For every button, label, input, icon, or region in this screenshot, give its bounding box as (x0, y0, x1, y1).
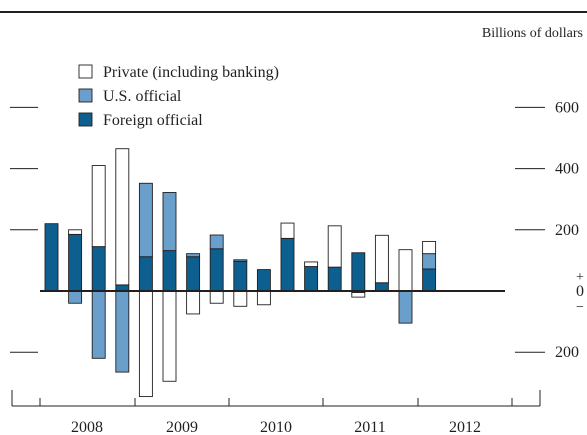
bar-private-including-banking (68, 229, 83, 235)
bar-private-including-banking (280, 222, 295, 239)
x-tick-label: 2009 (166, 419, 198, 435)
bar-foreign-official (327, 266, 342, 292)
bar-private-including-banking (374, 234, 389, 284)
bar-foreign-official (138, 256, 153, 292)
x-tick-label: 2010 (260, 419, 292, 435)
bar-private-including-banking (209, 290, 224, 304)
top-rule (0, 11, 587, 13)
bar-foreign-official (91, 246, 106, 292)
bar-u-s-official (233, 259, 248, 262)
bar-private-including-banking (256, 290, 271, 306)
bar-foreign-official (44, 223, 59, 292)
bar-u-s-official (115, 290, 130, 373)
axis-layer: 600 400 200 0+ − 200 2008 2009 2010 2011 2012 (10, 99, 584, 435)
bar-u-s-official (138, 182, 153, 258)
bar-u-s-official (68, 290, 83, 304)
x-tick-label: 2011 (354, 419, 385, 435)
bar-u-s-official (209, 234, 224, 250)
x-tick-label: 2008 (71, 419, 103, 435)
bar-foreign-official (162, 250, 177, 292)
zero-minus-sign: − (576, 300, 584, 315)
bar-u-s-official (186, 253, 201, 258)
bar-u-s-official (162, 192, 177, 252)
bar-foreign-official (280, 237, 295, 292)
bar-foreign-official (304, 266, 319, 292)
bar-foreign-official (351, 252, 366, 292)
zero-plus-sign: + (576, 270, 584, 285)
legend-swatch-private-including-banking (78, 64, 93, 79)
bar-private-including-banking (304, 261, 319, 267)
bar-foreign-official (233, 260, 248, 292)
bar-private-including-banking (186, 290, 201, 315)
bar-private-including-banking (398, 249, 413, 292)
bar-u-s-official (398, 290, 413, 324)
bar-u-s-official (422, 253, 437, 270)
legend-label-foreign-official: Foreign official (103, 112, 203, 129)
bar-private-including-banking (351, 292, 366, 298)
bar-private-including-banking (115, 148, 130, 286)
y-tick-label-zero: 0 (576, 283, 584, 300)
bar-foreign-official (209, 248, 224, 292)
bar-foreign-official (68, 233, 83, 292)
y-tick-label: 400 (555, 161, 579, 178)
bar-private-including-banking (162, 290, 177, 382)
bar-u-s-official (91, 290, 106, 359)
bar-private-including-banking (422, 240, 437, 255)
bar-foreign-official (422, 268, 437, 292)
x-tick-label: 2012 (449, 419, 481, 435)
legend-swatch-foreign-official (78, 112, 93, 127)
bar-private-including-banking (327, 225, 342, 268)
bar-foreign-official (256, 269, 271, 292)
unit-label: Billions of dollars (482, 26, 583, 41)
bar-foreign-official (374, 282, 389, 292)
bar-private-including-banking (91, 165, 106, 248)
bar-private-including-banking (138, 290, 153, 398)
bars-layer (44, 148, 437, 398)
bar-foreign-official (186, 256, 201, 292)
bar-private-including-banking (233, 290, 248, 307)
legend-label-private-including-banking: Private (including banking) (103, 64, 279, 81)
y-tick-label: 200 (555, 344, 579, 361)
legend-swatch-u-s-official (78, 88, 93, 103)
y-tick-label: 200 (555, 222, 579, 239)
legend: Private (including banking) U.S. official… (78, 64, 279, 129)
y-tick-label: 600 (555, 99, 579, 116)
legend-label-u-s-official: U.S. official (103, 88, 182, 105)
